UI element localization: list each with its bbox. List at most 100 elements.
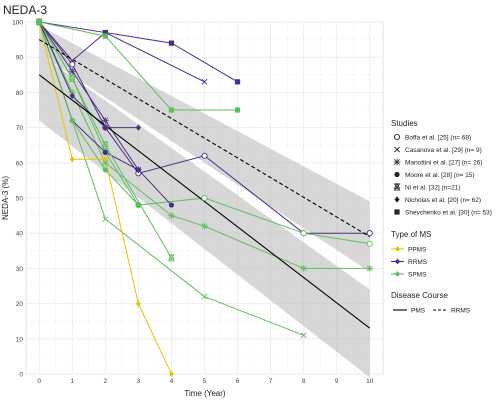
data-point-open-circle: [69, 61, 76, 68]
data-point-hourglass: [101, 140, 109, 149]
data-point-open-circle: [201, 152, 208, 159]
legend-type-item: SPMS: [391, 271, 427, 279]
y-tick-label: 50: [16, 196, 24, 203]
confidence-band-rrms: [39, 25, 370, 272]
y-tick-label: 70: [16, 125, 24, 132]
chart-title: NEDA-3: [3, 3, 47, 17]
x-tick-label: 4: [170, 378, 174, 385]
y-tick-label: 10: [16, 336, 24, 343]
x-tick-label: 2: [104, 378, 108, 385]
legend-study-label: Moore et al. [28] (n= 15): [405, 172, 475, 179]
data-point-asterisk: [168, 212, 175, 219]
series-line-rrms-11: [39, 21, 238, 83]
legend-types: PPMS RRMS SPMS: [391, 246, 428, 279]
x-tick-label: 3: [137, 378, 141, 385]
data-point-square: [36, 19, 42, 25]
data-point-asterisk: [366, 265, 374, 272]
legend-marker-diamond: [394, 196, 400, 203]
data-point-open-circle: [366, 230, 373, 237]
data-point-filled-circle: [102, 167, 108, 173]
data-point-hourglass: [68, 74, 76, 82]
data-point-filled-circle: [69, 117, 75, 124]
data-point-square: [234, 79, 241, 85]
data-point-open-circle: [201, 194, 208, 202]
data-point-hourglass: [167, 253, 175, 262]
x-tick-label: 9: [335, 378, 339, 385]
legend-studies-title: Studies: [391, 119, 418, 128]
legend-marker-asterisk: [393, 158, 401, 166]
cross-stroke: [394, 146, 400, 153]
data-point-cross: [69, 57, 76, 64]
cross-stroke: [300, 332, 307, 339]
data-point-square: [168, 107, 175, 113]
x-tick-label: 6: [236, 378, 240, 385]
series-line-spms-7: [38, 21, 139, 206]
legend-course-title: Disease Course: [391, 291, 448, 300]
regression-line-pms: [38, 74, 371, 329]
data-point-square: [168, 40, 175, 46]
legend-study-label: Shevchenko et al. [30] (n= 53): [405, 210, 492, 217]
hourglass-shape: [393, 182, 401, 189]
data-point-diamond: [102, 156, 108, 163]
data-point-square: [234, 107, 241, 113]
x-axis-label: Time (Year): [184, 389, 226, 398]
data-point-diamond: [69, 156, 75, 163]
legend-type-label: RRMS: [408, 259, 428, 266]
x-tick-label: 7: [269, 378, 273, 385]
y-axis-label: NEDA-3 (%): [1, 176, 10, 220]
legend-type-label: PPMS: [408, 247, 427, 254]
y-axis-ticks: 0 10 20 30 40 50 60 70 80 90 100: [12, 20, 23, 379]
data-point-diamond: [135, 124, 141, 131]
data-point-filled-circle: [102, 149, 108, 155]
legend-courses: PMS RRMS: [393, 308, 471, 315]
legend-study-label: Boffa et al. [25] (n= 68): [405, 135, 471, 142]
legend-study-label: Mariottini et al. [27] (n= 26): [405, 160, 483, 167]
data-point-square: [102, 29, 108, 36]
data-point-filled-circle: [168, 202, 175, 208]
legend-marker-hourglass: [393, 182, 401, 191]
hourglass-shape: [168, 253, 175, 260]
data-point-asterisk: [300, 265, 308, 272]
regression-lines: [38, 39, 371, 329]
data-point-diamond: [168, 370, 175, 378]
series-line-rrms-10: [38, 21, 139, 129]
hourglass-shape: [68, 74, 76, 81]
y-tick-label: 60: [16, 160, 24, 167]
data-point-asterisk: [101, 117, 109, 124]
data-point-cross: [201, 78, 208, 85]
legend-study-item: Ni et al. [32] (n=21): [393, 182, 460, 192]
cross-stroke: [102, 216, 109, 223]
data-point-open-circle: [366, 240, 373, 247]
legend-marker-square: [394, 209, 400, 215]
legend-studies: Boffa et al. [25] (n= 68) Casanova et al.…: [393, 133, 492, 217]
legend-study-item: Moore et al. [28] (n= 15): [394, 171, 475, 179]
legend-course-label: RRMS: [451, 308, 471, 315]
confidence-bands: [39, 25, 370, 378]
y-tick-label: 100: [12, 20, 23, 27]
legend-study-label: Ni et al. [32] (n=21): [405, 185, 460, 192]
cross-stroke: [201, 293, 208, 300]
legend-course-item: RRMS: [433, 308, 471, 315]
hourglass-shape: [102, 140, 109, 147]
legend-type-item: PPMS: [391, 246, 427, 254]
data-point-square: [102, 33, 108, 39]
data-point-open-circle: [300, 230, 307, 237]
data-point-diamond: [69, 92, 75, 100]
y-tick-label: 0: [19, 372, 23, 379]
legend-study-item: Nicholas et al. [20] (n= 62): [394, 196, 481, 204]
data-point-filled-circle: [135, 202, 141, 208]
y-tick-label: 40: [16, 231, 24, 238]
data-point-filled-circle: [135, 167, 141, 173]
data-point-markers: [35, 17, 374, 378]
legend-type-item: RRMS: [391, 258, 428, 266]
legend-study-label: Casanova et al. [29] (n= 9): [405, 147, 482, 154]
cross-stroke: [201, 78, 208, 85]
data-point-cross: [201, 293, 208, 300]
legend: Studies Boffa et al. [25] (n= 68) Casanov…: [391, 119, 492, 315]
series-line-rrms-4: [38, 21, 139, 171]
x-tick-label: 10: [366, 378, 374, 385]
y-tick-label: 90: [16, 55, 24, 62]
cross-stroke: [69, 57, 76, 64]
legend-study-item: Casanova et al. [29] (n= 9): [394, 146, 482, 154]
legend-study-item: Shevchenko et al. [30] (n= 53): [394, 209, 492, 217]
